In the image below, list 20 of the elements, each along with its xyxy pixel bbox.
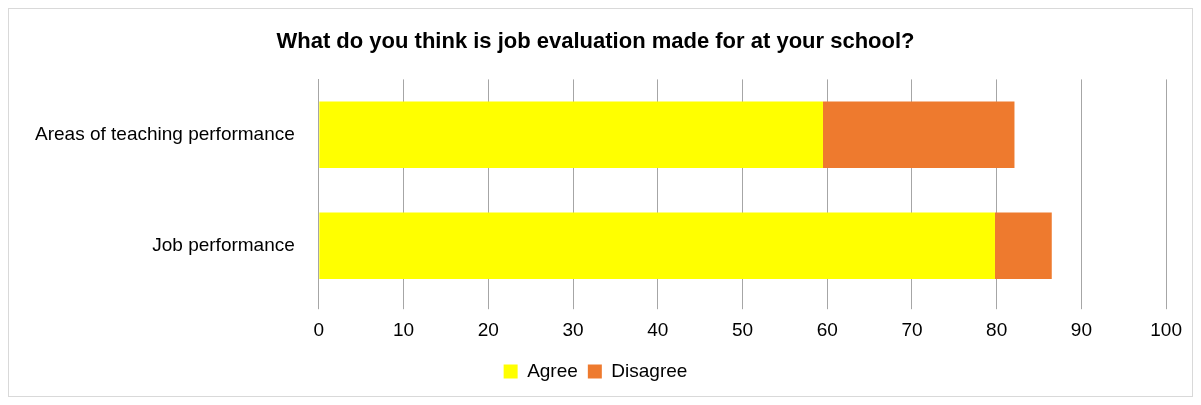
bar xyxy=(319,212,995,280)
chart-title: What do you think is job evaluation made for at your school? xyxy=(276,28,915,54)
x-tick-label: 50 xyxy=(731,318,754,340)
y-tick-label: Job performance xyxy=(152,233,295,255)
x-tick-label: 90 xyxy=(1070,318,1092,340)
x-tick-label: 60 xyxy=(816,318,838,340)
x-tick-label: 30 xyxy=(562,318,584,340)
bar xyxy=(319,101,823,169)
y-tick-label: Areas of teaching performance xyxy=(35,123,295,145)
legend-label: Disagree xyxy=(611,359,688,381)
x-tick-label: 0 xyxy=(313,318,325,340)
bar xyxy=(822,101,1015,169)
x-tick-label: 70 xyxy=(901,318,923,340)
x-tick-label: 40 xyxy=(647,318,669,340)
legend-label: Agree xyxy=(527,359,578,381)
x-tick-label: 80 xyxy=(986,318,1008,340)
bar xyxy=(994,212,1052,280)
x-tick-label: 20 xyxy=(477,318,499,340)
x-tick-label: 100 xyxy=(1150,318,1182,340)
x-tick-label: 10 xyxy=(392,318,415,340)
